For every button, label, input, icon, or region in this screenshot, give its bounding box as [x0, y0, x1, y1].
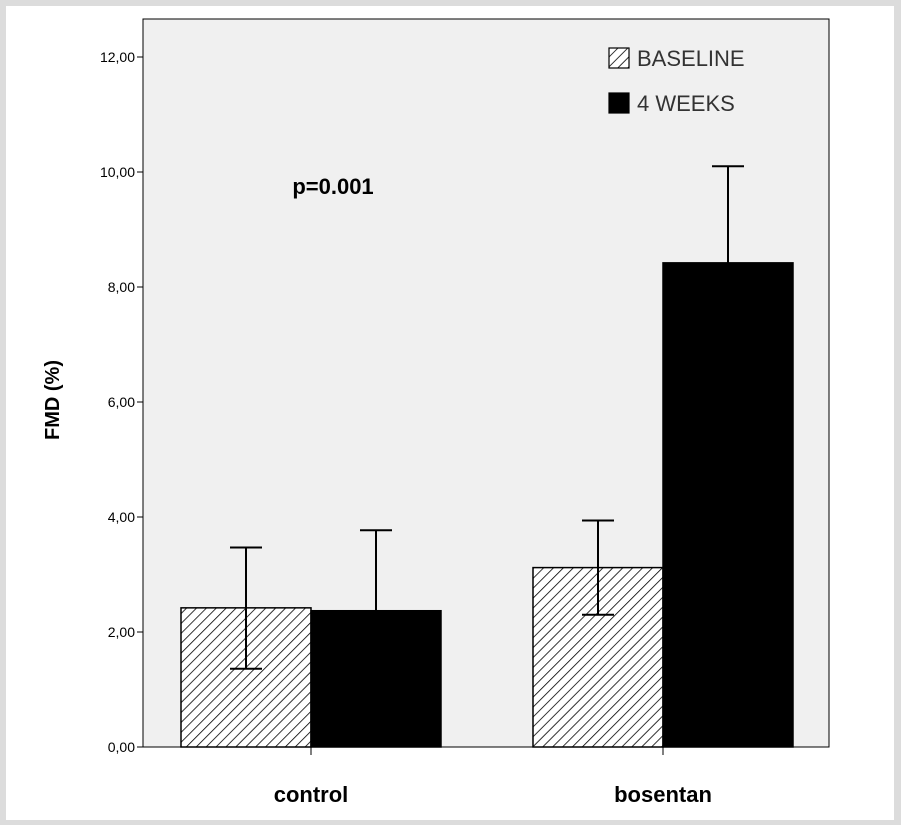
bar-chart: 0,00 2,00 4,00 6,00 8,00 10,00 12,00 control bo…	[42, 18, 830, 807]
y-tick-label: 10,00	[100, 164, 135, 180]
x-category-label-control: control	[274, 782, 349, 807]
chart-frame: 0,00 2,00 4,00 6,00 8,00 10,00 12,00 control bo…	[6, 6, 894, 820]
y-tick-label: 4,00	[108, 509, 135, 525]
y-tick-label: 12,00	[100, 49, 135, 65]
bar-control-4-weeks	[310, 609, 442, 748]
p-value-annotation: p=0.001	[292, 174, 373, 199]
legend-label: 4 WEEKS	[637, 91, 735, 116]
legend-swatch-baseline	[608, 47, 630, 69]
legend-label: BASELINE	[637, 46, 745, 71]
plot-border	[142, 18, 830, 748]
y-tick-label: 6,00	[108, 394, 135, 410]
legend: BASELINE 4 WEEKS	[608, 46, 745, 116]
y-tick-label: 0,00	[108, 739, 135, 755]
x-category-label-bosentan: bosentan	[614, 782, 712, 807]
y-axis-title: FMD (%)	[42, 360, 64, 440]
legend-swatch-4-weeks	[608, 92, 630, 114]
y-tick-label: 2,00	[108, 624, 135, 640]
y-tick-label: 8,00	[108, 279, 135, 295]
bar-bosentan-4-weeks	[662, 262, 794, 748]
